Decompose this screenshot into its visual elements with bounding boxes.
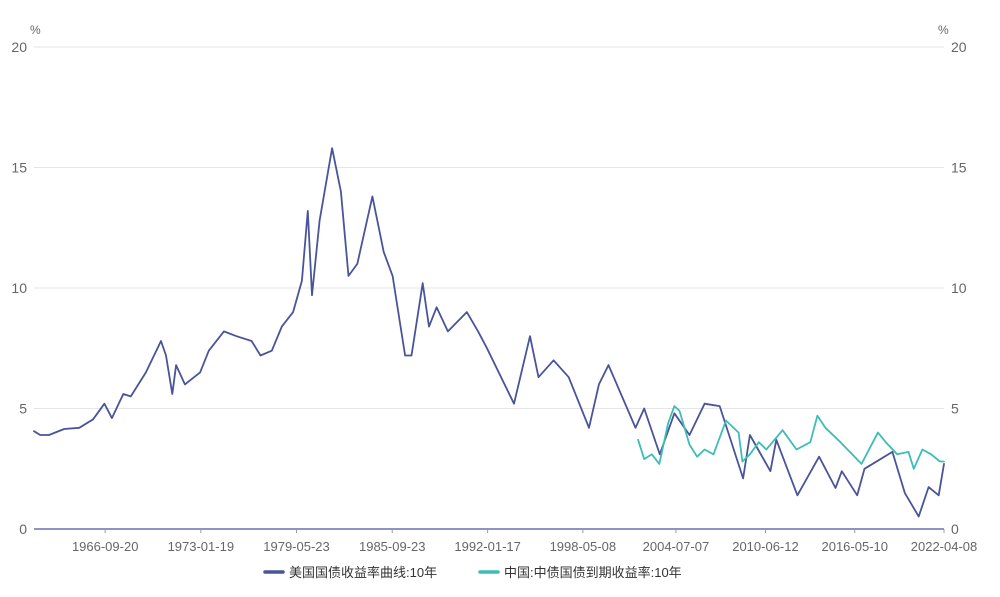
y-tick-label-right: 20	[951, 39, 967, 55]
legend-item-1[interactable]: 美国国债收益率曲线:10年	[263, 565, 437, 580]
y-tick-label-left: 10	[11, 280, 27, 296]
y-unit-left: %	[30, 23, 41, 37]
legend-item-2[interactable]: 中国:中债国债到期收益率:10年	[478, 565, 682, 580]
y-tick-label-left: 20	[11, 39, 27, 55]
y-tick-label-right: 10	[951, 280, 967, 296]
y-tick-label-left: 15	[11, 160, 27, 176]
y-tick-label-right: 0	[951, 521, 959, 537]
x-tick-label: 1973-01-19	[168, 539, 235, 554]
axes: % % 0 0 5 5 10 10 15 15 20 20 1966-09-20 1973-01-19…	[11, 23, 977, 554]
x-tick-label: 1979-05-23	[263, 539, 330, 554]
legend: 美国国债收益率曲线:10年 中国:中债国债到期收益率:10年	[263, 565, 682, 580]
series-line-2	[637, 405, 945, 470]
x-tick-label: 2010-06-12	[732, 539, 799, 554]
series-line-1	[33, 147, 945, 518]
y-tick-label-right: 15	[951, 160, 967, 176]
gridlines	[34, 46, 944, 409]
x-tick-label: 1998-05-08	[550, 539, 617, 554]
x-tick-label: 2004-07-07	[643, 539, 710, 554]
legend-label: 美国国债收益率曲线:10年	[289, 565, 437, 580]
x-tick-label: 1985-09-23	[359, 539, 426, 554]
x-tick-label: 2016-05-10	[821, 539, 888, 554]
y-unit-right: %	[938, 23, 949, 37]
y-tick-label-left: 5	[19, 401, 27, 417]
y-tick-label-right: 5	[951, 401, 959, 417]
x-tick-label: 1966-09-20	[72, 539, 139, 554]
x-tick-label: 2022-04-08	[911, 539, 978, 554]
x-tick-label: 1992-01-17	[454, 539, 521, 554]
series	[33, 147, 945, 518]
legend-label: 中国:中债国债到期收益率:10年	[504, 565, 682, 580]
y-tick-label-left: 0	[19, 521, 27, 537]
